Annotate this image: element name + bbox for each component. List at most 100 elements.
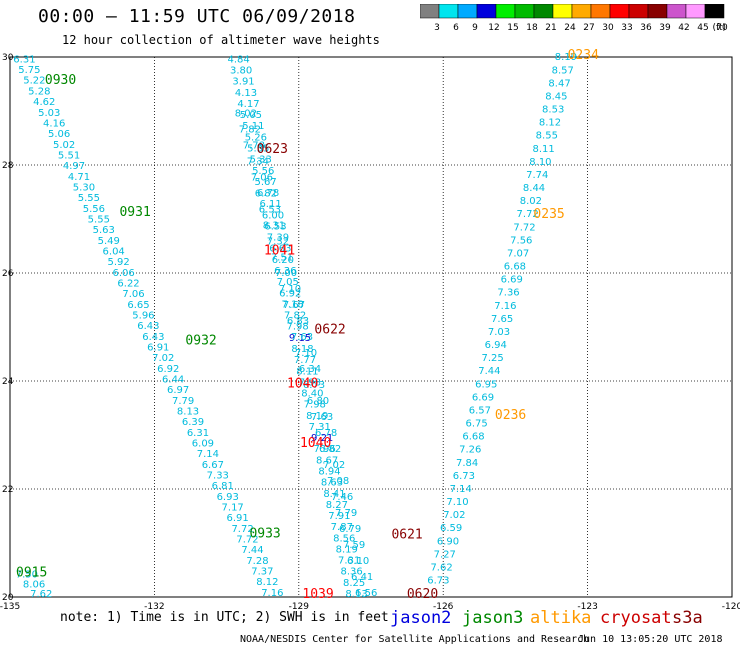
wave-height-value: 7.96 [313,444,335,455]
colorbar-level: 36 [640,23,652,33]
wave-height-value: 7.65 [491,314,513,325]
longitude-tick-label: -129 [289,602,310,612]
latitude-tick-label: 28 [2,161,14,171]
colorbar-level: 21 [545,23,556,33]
wave-height-value: 8.10 [529,157,551,168]
wave-height-value: 6.75 [466,419,488,430]
wave-height-value: 6.43 [142,332,164,343]
wave-height-value: 7.72 [517,209,539,220]
footnote: note: 1) Time is in UTC; 2) SWH is in fe… [60,610,389,625]
time-label: 0930 [45,73,76,88]
wave-height-value: 6.93 [217,492,239,503]
wave-height-value: 5.26 [245,132,267,143]
time-label: 0932 [185,333,216,348]
wave-height-value: 8.12 [539,118,561,129]
wave-height-value: 8.94 [318,466,340,477]
latitude-tick-label: 30 [2,53,14,63]
longitude-tick-label: -135 [0,602,20,612]
wave-height-value: 7.62 [30,589,52,600]
wave-height-value: 6.81 [212,481,234,492]
wave-height-value: 7.25 [481,353,503,364]
wave-height-value: 7.10 [446,497,468,508]
wave-height-value: 7.17 [222,503,244,514]
wave-height-value: 7.82 [239,124,261,135]
wave-height-value: 6.69 [472,392,494,403]
colorbar-swatch [704,4,725,19]
wave-height-value: 7.07 [507,248,529,259]
wave-height-value: 7.33 [207,471,229,482]
credit-line: NOAA/NESDIS Center for Satellite Applica… [240,634,590,645]
wave-height-value: 7.34 [247,156,269,167]
wave-height-value: 7.16 [494,301,516,312]
wave-height-value: 7.03 [488,327,510,338]
wave-height-value: 7.72 [236,535,258,546]
time-label: 1041 [264,244,295,259]
wave-height-value: 6.94 [485,340,507,351]
satellite-legend-cryosat: cryosat [600,608,672,628]
wave-height-value: 5.28 [28,86,50,97]
wave-height-value: 7.31 [338,556,360,567]
wave-height-value: 8.45 [545,91,567,102]
wave-height-value: 6.92 [279,288,301,299]
wave-height-value: 7.72 [513,222,535,233]
colorbar-level: 33 [621,23,632,33]
wave-height-value: 7.06 [251,172,273,183]
time-label: 0622 [314,322,345,337]
wave-height-value: 5.22 [23,76,45,87]
track-altika-track: 8.19 8.57 8.47 8.45 8.53 8.12 8.55 8.11 8.10 7.74… [427,52,577,586]
track-jason3-track-a: 6.315.755.225.284.625.034.165.065.025.51… [13,54,283,599]
wave-height-value: 7.77 [294,355,316,366]
wave-height-value: 7.10 [295,348,317,359]
time-label: 0931 [119,205,150,220]
wave-height-value: 5.75 [18,65,40,76]
wave-height-value: 8.47 [548,78,570,89]
wave-height-value: 7.14 [450,484,472,495]
wave-height-value: 6.91 [147,343,169,354]
track-cryosat-track: 8.027.827.787.347.066.826.538.317.327.51… [235,108,378,599]
wave-height-value: 6.63 [269,244,291,255]
wave-height-value: 6.53 [264,221,286,232]
wave-height-value: 5.63 [93,225,115,236]
wave-height-value: 9.15 [289,333,311,344]
wave-height-value: 7.63 [311,412,333,423]
wave-height-value: 8.06 [23,579,45,590]
wave-height-value: 8.18 [291,344,313,355]
wave-height-value: 7.00 [275,268,297,279]
wave-height-value: 6.34 [299,364,321,375]
wave-height-value: 8.44 [523,183,545,194]
wave-height-value: 7.02 [443,510,465,521]
wave-height-value: 5.56 [83,204,105,215]
wave-height-value: 8.27 [326,500,348,511]
colorbar-level: 6 [453,23,459,33]
wave-height-value: 7.82 [284,311,306,322]
wave-height-value: 5.55 [78,193,100,204]
wave-height-value: 6.73 [303,380,325,391]
wave-height-value: 6.92 [157,364,179,375]
wave-height-value: 6.80 [307,396,329,407]
wave-height-value: 6.56 [355,588,377,599]
wave-height-value: 6.11 [259,199,281,210]
wave-height-value: 6.43 [137,321,159,332]
wave-height-value: 4.17 [237,99,259,110]
colorbar-level: 45 [697,23,708,33]
wave-height-value: 6.10 [347,556,369,567]
colorbar-level: 27 [583,23,594,33]
wave-height-value: 4.71 [68,172,90,183]
wave-height-value: 8.02 [235,108,257,119]
wave-height-value: 7.02 [152,353,174,364]
wave-height-value: 5.51 [58,150,80,161]
time-label: 0234 [568,48,599,63]
wave-height-value: 4.97 [63,161,85,172]
longitude-tick-label: -126 [433,602,454,612]
wave-height-value: 7.06 [122,289,144,300]
wave-height-value: 6.53 [259,204,281,215]
wave-height-value: 7.62 [430,562,452,573]
wave-height-value: 8.19 [336,544,358,555]
wave-height-value: 7.87 [331,522,353,533]
wave-height-value: 7.72 [231,524,253,535]
wave-height-value: 7.10 [279,284,301,295]
wave-height-value: 7.44 [478,366,500,377]
time-label: 0623 [257,142,288,157]
wave-height-value: 5.02 [53,140,75,151]
time-label: 0620 [407,587,438,602]
